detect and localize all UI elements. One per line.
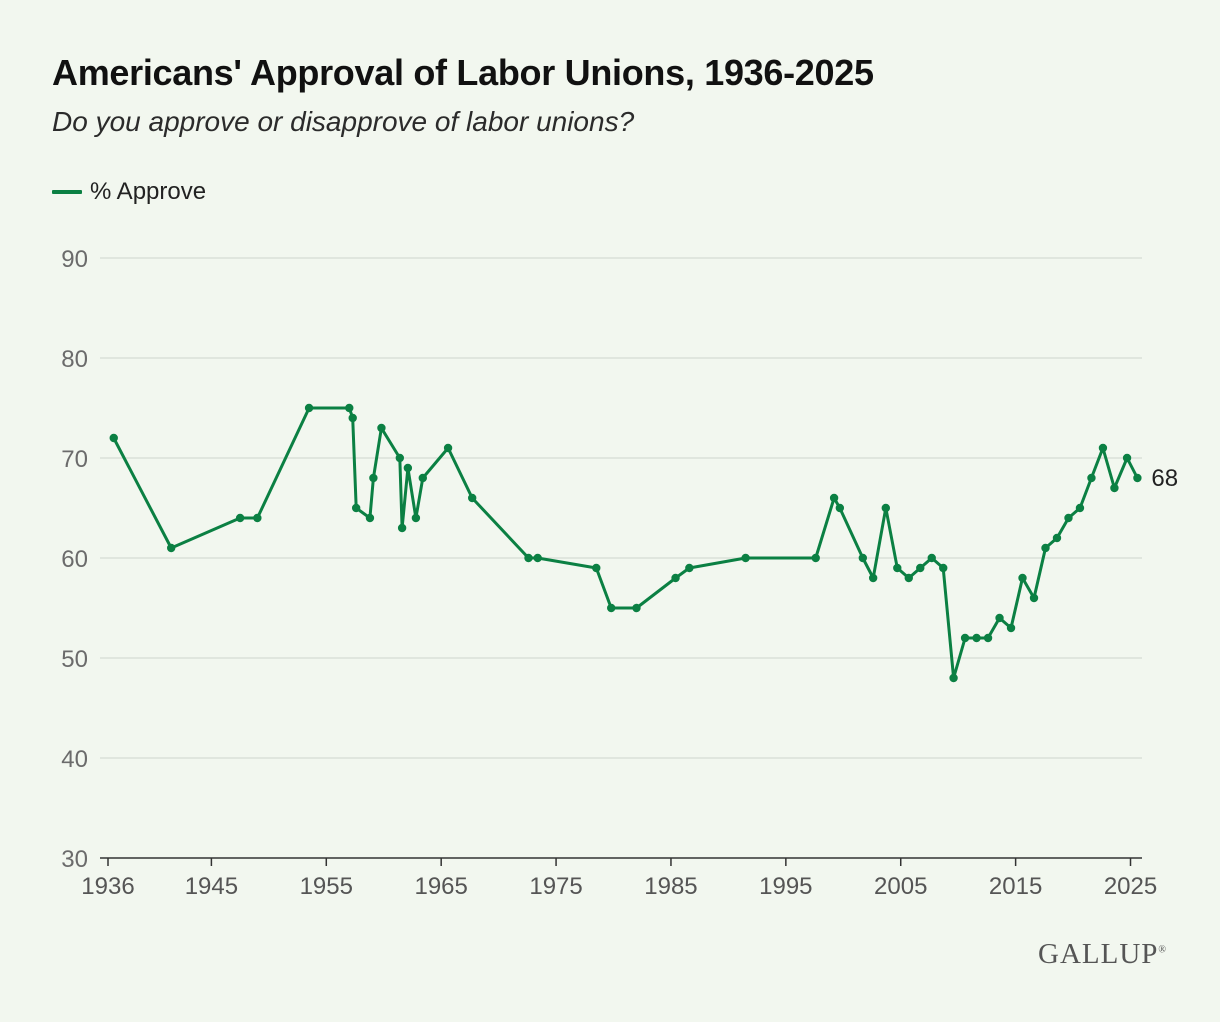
data-point[interactable] (1087, 473, 1096, 483)
data-point[interactable] (592, 563, 601, 573)
gridlines (100, 257, 1142, 859)
data-point[interactable] (533, 553, 542, 563)
data-point[interactable] (671, 573, 680, 583)
data-point[interactable] (1006, 623, 1016, 633)
x-tick-label: 1985 (644, 873, 697, 900)
y-axis-ticks: 30 40 50 60 70 80 90 (61, 246, 88, 873)
data-point[interactable] (1041, 543, 1050, 553)
data-point[interactable] (1018, 573, 1027, 583)
data-point[interactable] (983, 633, 993, 643)
legend-label: % Approve (90, 178, 207, 205)
data-point[interactable] (835, 503, 845, 513)
data-point[interactable] (1122, 453, 1132, 463)
x-tick-label: 2005 (874, 873, 927, 900)
x-tick-label: 1995 (759, 873, 812, 900)
data-point[interactable] (397, 523, 407, 533)
data-point[interactable] (1098, 443, 1108, 453)
data-point[interactable] (607, 603, 616, 613)
data-point[interactable] (253, 513, 262, 523)
data-point[interactable] (235, 513, 245, 523)
data-point[interactable] (632, 603, 641, 613)
data-point[interactable] (351, 503, 361, 513)
y-tick-label: 80 (61, 346, 88, 373)
chart-subtitle: Do you approve or disapprove of labor un… (52, 106, 635, 137)
chart-title: Americans' Approval of Labor Unions, 193… (52, 52, 874, 93)
data-point[interactable] (345, 403, 354, 413)
data-point[interactable] (960, 633, 970, 643)
y-tick-label: 50 (61, 646, 88, 673)
data-point[interactable] (403, 463, 413, 473)
y-tick-label: 30 (61, 846, 88, 873)
data-point[interactable] (348, 413, 357, 423)
data-point[interactable] (858, 553, 868, 563)
data-point[interactable] (1133, 473, 1142, 483)
data-point[interactable] (411, 513, 421, 523)
data-point[interactable] (1064, 513, 1073, 523)
x-tick-label: 2015 (989, 873, 1042, 900)
data-point[interactable] (939, 563, 948, 573)
data-point[interactable] (443, 443, 453, 453)
data-point[interactable] (365, 513, 375, 523)
data-point[interactable] (166, 543, 176, 553)
data-point[interactable] (741, 553, 750, 563)
y-tick-label: 40 (61, 746, 88, 773)
legend-swatch (52, 190, 82, 194)
data-point[interactable] (418, 473, 427, 483)
data-point[interactable] (949, 673, 958, 683)
x-tick-label: 2025 (1104, 873, 1157, 900)
series-approve (109, 403, 1142, 683)
end-value-label: 68 (1151, 465, 1178, 492)
data-point[interactable] (467, 493, 477, 503)
series-line (112, 406, 1139, 680)
data-point[interactable] (927, 553, 936, 563)
data-point[interactable] (524, 553, 533, 563)
x-tick-label: 1965 (414, 873, 467, 900)
data-point[interactable] (881, 503, 890, 513)
data-point[interactable] (1075, 503, 1085, 513)
gallup-logo: GALLUP® (1038, 938, 1166, 970)
data-point[interactable] (1052, 533, 1062, 543)
data-point[interactable] (916, 563, 925, 573)
data-point[interactable] (304, 403, 314, 413)
data-point[interactable] (395, 453, 405, 463)
data-point[interactable] (685, 563, 694, 573)
data-point[interactable] (377, 423, 386, 433)
legend: % Approve (52, 178, 206, 206)
x-tick-label: 1945 (185, 873, 238, 900)
data-point[interactable] (369, 473, 378, 483)
y-tick-label: 70 (61, 446, 88, 473)
x-tick-label: 1936 (81, 873, 134, 900)
data-point[interactable] (1110, 483, 1119, 493)
x-tick-label: 1975 (529, 873, 582, 900)
data-point[interactable] (811, 553, 820, 563)
data-point[interactable] (995, 613, 1004, 623)
data-point[interactable] (972, 633, 981, 643)
y-tick-label: 90 (61, 246, 88, 273)
x-tick-label: 1955 (300, 873, 353, 900)
data-point[interactable] (904, 573, 913, 583)
x-axis-ticks: 1936 1945 1955 1965 1975 1985 1995 2005 2015 2025 (81, 858, 1157, 900)
data-point[interactable] (868, 573, 878, 583)
data-labels: 68 (1151, 465, 1178, 492)
data-point[interactable] (1029, 593, 1039, 603)
data-point[interactable] (893, 563, 902, 573)
data-point[interactable] (829, 493, 839, 503)
data-point[interactable] (109, 433, 118, 443)
y-tick-label: 60 (61, 546, 88, 573)
